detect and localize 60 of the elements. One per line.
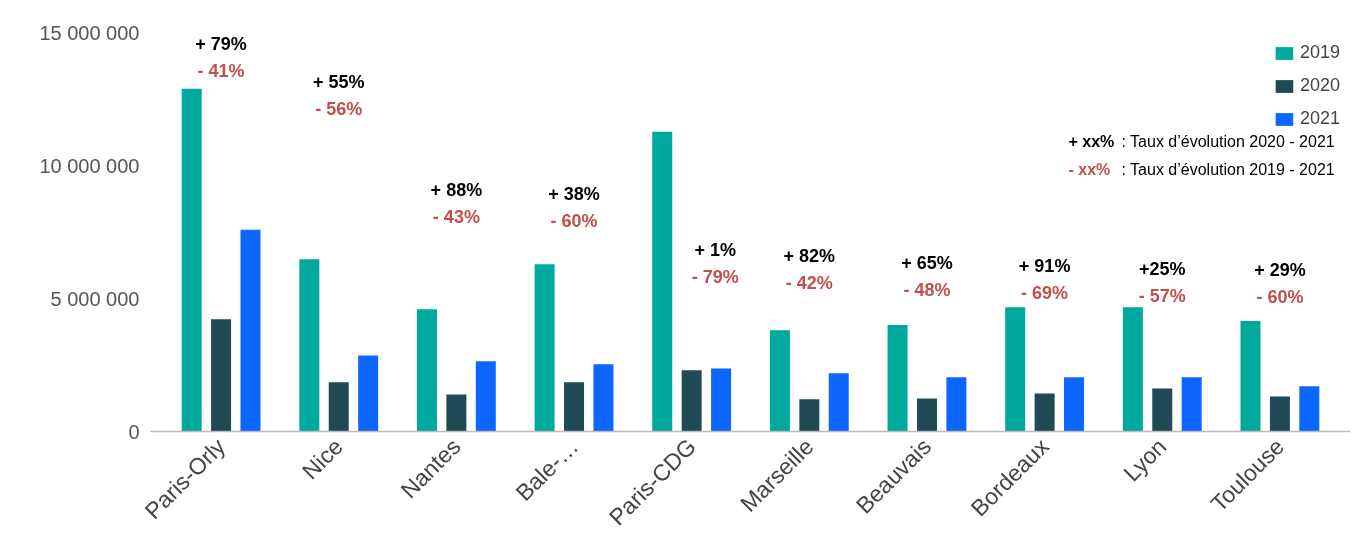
bar xyxy=(593,364,614,432)
annotation: - 48% xyxy=(903,279,951,300)
legend-label: 2019 xyxy=(1299,42,1340,63)
x-tick-label: Nice xyxy=(297,433,348,485)
annotation: + 1% xyxy=(694,239,736,260)
bar xyxy=(1269,396,1290,432)
bar xyxy=(916,398,937,432)
annotation: + 38% xyxy=(548,183,600,204)
annotation: +25% xyxy=(1139,258,1186,279)
bar xyxy=(652,131,673,432)
annotation: + 82% xyxy=(783,245,836,266)
bar xyxy=(475,361,496,432)
bar xyxy=(711,368,732,432)
bar xyxy=(1152,388,1173,432)
bar xyxy=(828,373,849,432)
annotation: + 91% xyxy=(1018,255,1071,276)
bar xyxy=(564,382,585,432)
bar xyxy=(240,229,261,432)
annotation: - 42% xyxy=(785,272,833,293)
annotation: - 57% xyxy=(1138,285,1186,306)
annotation: + 65% xyxy=(901,252,953,273)
bar xyxy=(769,330,790,432)
annotation: + 55% xyxy=(312,71,365,92)
bar xyxy=(1064,377,1085,432)
annotation: + 29% xyxy=(1254,259,1306,280)
annotation: - 79% xyxy=(691,266,739,287)
bar xyxy=(681,370,702,432)
bar xyxy=(211,319,232,432)
annotation: + xx% : Taux d’évolution 2020 - 2021 xyxy=(1068,133,1335,150)
legend-label: 2021 xyxy=(1299,108,1340,129)
annotation: - 56% xyxy=(315,98,363,119)
bar xyxy=(416,309,437,432)
bar xyxy=(446,394,467,432)
annotation: - 41% xyxy=(197,60,245,81)
annotation: - 60% xyxy=(1256,286,1304,307)
y-tick-label: 10 000 000 xyxy=(39,154,140,177)
annotation: + 88% xyxy=(430,179,483,200)
bar xyxy=(181,88,202,432)
bar xyxy=(946,377,967,432)
y-tick-label: 5 000 000 xyxy=(50,287,140,310)
bar xyxy=(1005,307,1026,432)
bar xyxy=(358,355,379,432)
bar xyxy=(328,382,349,432)
bar xyxy=(799,399,820,432)
bar xyxy=(299,259,320,432)
y-tick-label: 0 xyxy=(128,420,140,443)
y-tick-label: 15 000 000 xyxy=(39,21,140,44)
bar xyxy=(534,264,555,432)
bar xyxy=(1240,321,1261,432)
annotation: - 60% xyxy=(550,210,598,231)
annotation: - 43% xyxy=(432,206,480,227)
annotation: - 69% xyxy=(1021,282,1069,303)
bar xyxy=(1299,386,1320,432)
bar xyxy=(1034,393,1055,432)
bar xyxy=(887,325,908,432)
annotation: + 79% xyxy=(195,33,247,54)
annotation: - xx% : Taux d’évolution 2019 - 2021 xyxy=(1068,161,1335,178)
legend-label: 2020 xyxy=(1299,75,1340,96)
bar xyxy=(1181,377,1202,432)
bar xyxy=(1122,307,1143,432)
